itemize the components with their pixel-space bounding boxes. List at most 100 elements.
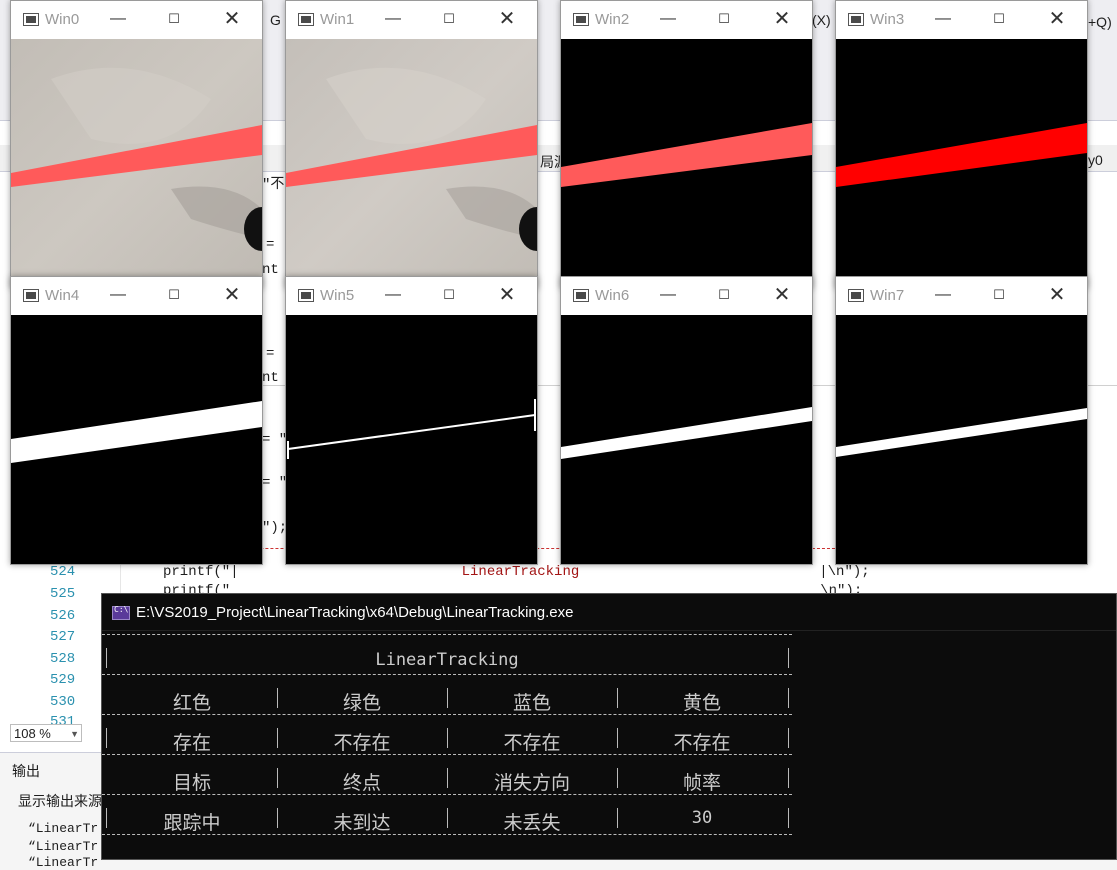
line-number: 527: [50, 629, 76, 645]
close-button[interactable]: ✕: [498, 8, 516, 30]
cv-window-win6[interactable]: Win6 — ☐ ✕: [560, 276, 813, 565]
window-title: Win2: [595, 11, 630, 28]
window-titlebar[interactable]: Win2 — ☐ ✕: [561, 1, 812, 39]
table-cell: 未到达: [333, 812, 391, 834]
code-line-524: printf("| LinearTracking |\n");: [163, 564, 870, 580]
code-token: printf(": [163, 583, 231, 593]
cv-window-win4[interactable]: Win4 — ☐ ✕: [10, 276, 263, 565]
code-fragment: nt: [262, 370, 279, 386]
close-button[interactable]: ✕: [1048, 284, 1066, 306]
minimize-button[interactable]: —: [110, 286, 126, 303]
table-cell: 黄色: [682, 692, 721, 714]
minimize-button[interactable]: —: [935, 286, 951, 303]
table-border: [102, 714, 792, 715]
chevron-down-icon: ▼: [70, 729, 79, 739]
cv-window-win2[interactable]: Win2 — ☐ ✕: [560, 0, 813, 289]
close-button[interactable]: ✕: [223, 8, 241, 30]
line-number: 530: [50, 694, 76, 710]
camera-frame-image: [11, 39, 262, 288]
cv-window-win7[interactable]: Win7 — ☐ ✕: [835, 276, 1088, 565]
maximize-button[interactable]: ☐: [443, 287, 455, 302]
cv-window-win0[interactable]: Win0 — ☐ ✕: [10, 0, 263, 289]
table-border: [277, 688, 278, 708]
code-fragment: "不: [262, 177, 285, 193]
table-cell: 未丢失: [503, 812, 561, 834]
table-cell: 消失方向: [493, 772, 570, 794]
window-title: Win6: [595, 287, 630, 304]
maximize-button[interactable]: ☐: [718, 287, 730, 302]
line-number: 526: [50, 608, 76, 624]
menu-fragment[interactable]: G: [270, 12, 281, 28]
table-border: [447, 688, 448, 708]
table-border: [788, 728, 789, 748]
output-line: “LinearTr: [28, 839, 99, 854]
line-number: 528: [50, 651, 76, 667]
close-button[interactable]: ✕: [498, 284, 516, 306]
maximize-button[interactable]: ☐: [168, 287, 180, 302]
table-cell: 不存在: [503, 732, 561, 754]
app-icon: [573, 289, 589, 302]
maximize-button[interactable]: ☐: [993, 11, 1005, 26]
code-string: LinearTracking: [461, 564, 580, 580]
table-border: [447, 768, 448, 788]
close-button[interactable]: ✕: [773, 8, 791, 30]
table-cell: 目标: [172, 772, 211, 794]
table-border: [788, 768, 789, 788]
cv-window-win3[interactable]: Win3 — ☐ ✕: [835, 0, 1088, 289]
line-number: 531: [50, 714, 76, 724]
window-titlebar[interactable]: Win3 — ☐ ✕: [836, 1, 1087, 39]
table-border: [277, 808, 278, 828]
code-fragment: ");: [262, 520, 288, 536]
code-fragment: = ": [262, 432, 288, 448]
maximize-button[interactable]: ☐: [718, 11, 730, 26]
minimize-button[interactable]: —: [660, 286, 676, 303]
table-cell: 蓝色: [512, 692, 551, 714]
cv-window-win1[interactable]: Win1 — ☐ ✕: [285, 0, 538, 289]
app-icon: [848, 289, 864, 302]
line-number: 525: [50, 586, 76, 602]
maximize-button[interactable]: ☐: [993, 287, 1005, 302]
maximize-button[interactable]: ☐: [168, 11, 180, 26]
table-border: [617, 728, 618, 748]
window-titlebar[interactable]: Win4 — ☐ ✕: [11, 277, 262, 315]
output-panel: 输出 显示输出来源 “LinearTr “LinearTr “LinearTr: [0, 752, 105, 870]
minimize-button[interactable]: —: [660, 10, 676, 27]
cv-window-win5[interactable]: Win5 — ☐ ✕: [285, 276, 538, 565]
line-number: 524: [50, 564, 76, 580]
console-titlebar[interactable]: E:\VS2019_Project\LinearTracking\x64\Deb…: [102, 594, 1116, 631]
table-border: [788, 688, 789, 708]
window-titlebar[interactable]: Win7 — ☐ ✕: [836, 277, 1087, 315]
code-fragment: = ": [262, 475, 288, 491]
binary-mask-image: [11, 315, 262, 564]
minimize-button[interactable]: —: [385, 10, 401, 27]
table-border: [106, 728, 107, 748]
code-fragment: nt: [262, 262, 279, 278]
output-source-label[interactable]: 显示输出来源: [18, 793, 102, 809]
window-titlebar[interactable]: Win1 — ☐ ✕: [286, 1, 537, 39]
table-cell: 不存在: [673, 732, 731, 754]
window-titlebar[interactable]: Win6 — ☐ ✕: [561, 277, 812, 315]
app-icon: [848, 13, 864, 26]
minimize-button[interactable]: —: [935, 10, 951, 27]
close-button[interactable]: ✕: [223, 284, 241, 306]
table-border: [617, 768, 618, 788]
image-view: [836, 39, 1087, 288]
table-border: [102, 634, 792, 635]
code-fragment: =: [266, 346, 275, 362]
image-view: [286, 315, 537, 564]
table-border: [617, 808, 618, 828]
masked-red-image: [561, 39, 812, 288]
minimize-button[interactable]: —: [385, 286, 401, 303]
minimize-button[interactable]: —: [110, 10, 126, 27]
menu-fragment-exit[interactable]: (X): [812, 12, 831, 28]
app-icon: [298, 289, 314, 302]
window-titlebar[interactable]: Win5 — ☐ ✕: [286, 277, 537, 315]
console-window[interactable]: E:\VS2019_Project\LinearTracking\x64\Deb…: [101, 593, 1117, 860]
console-title: E:\VS2019_Project\LinearTracking\x64\Deb…: [136, 604, 574, 621]
close-button[interactable]: ✕: [1048, 8, 1066, 30]
maximize-button[interactable]: ☐: [443, 11, 455, 26]
window-titlebar[interactable]: Win0 — ☐ ✕: [11, 1, 262, 39]
code-line-525: printf(" \n");: [163, 583, 862, 593]
zoom-select[interactable]: 108 % ▼: [10, 724, 82, 742]
close-button[interactable]: ✕: [773, 284, 791, 306]
